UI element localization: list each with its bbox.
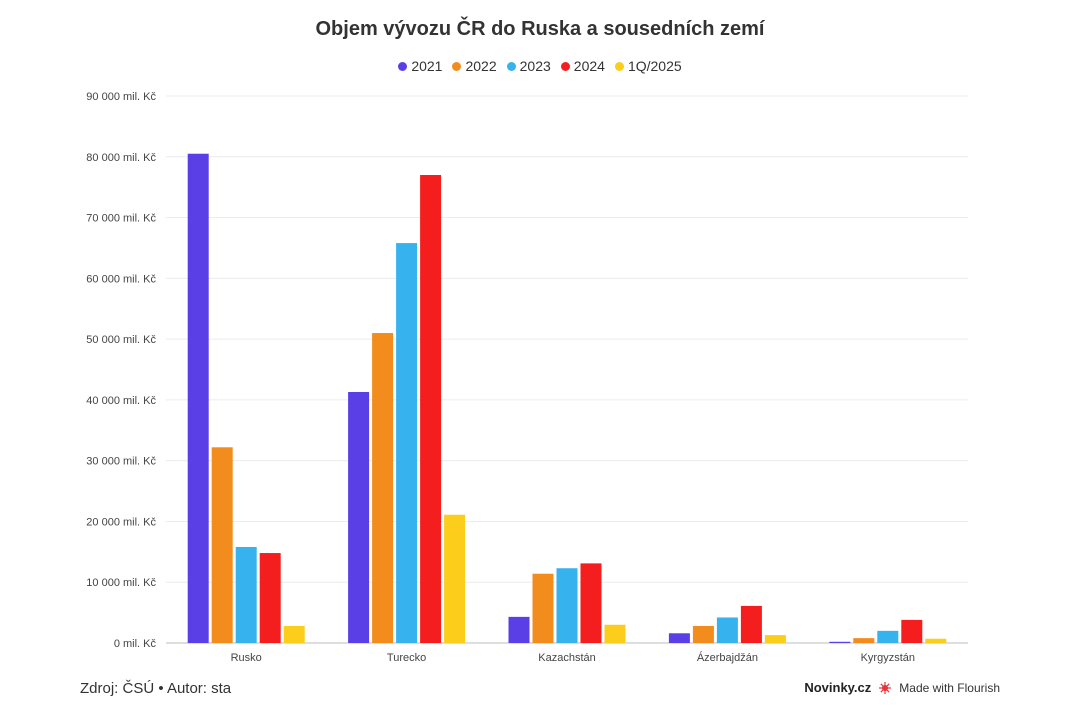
legend-item-1[interactable]: 2022 — [452, 58, 497, 74]
bar-2022-0 — [211, 447, 233, 643]
bar-2021-2 — [508, 616, 530, 643]
bar-2021-0 — [187, 153, 209, 643]
bar-2024-4 — [901, 619, 923, 643]
legend-dot-icon — [398, 61, 408, 71]
y-tick-label: 90 000 mil. Kč — [86, 91, 156, 103]
y-tick-label: 10 000 mil. Kč — [86, 577, 156, 589]
legend-item-0[interactable]: 2021 — [398, 58, 442, 74]
legend-item-2[interactable]: 2023 — [506, 58, 551, 74]
flourish-icon — [879, 681, 892, 694]
x-tick-label: Turecko — [387, 652, 426, 664]
x-tick-label: Ázerbajdžán — [697, 651, 758, 664]
bar-2024-0 — [259, 553, 281, 643]
bar-2022-2 — [532, 573, 554, 643]
y-tick-label: 50 000 mil. Kč — [86, 334, 156, 346]
legend-label: 2023 — [519, 58, 551, 74]
legend-label: 1Q/2025 — [627, 58, 682, 74]
legend-label: 2024 — [573, 58, 605, 74]
y-tick-label: 20 000 mil. Kč — [86, 516, 156, 528]
bar-1Q2025-2 — [604, 624, 626, 643]
brand-logo[interactable]: Novinky.cz — [804, 680, 872, 695]
bar-2021-3 — [668, 633, 690, 643]
y-tick-label: 70 000 mil. Kč — [86, 213, 156, 225]
legend-label: 2021 — [411, 58, 443, 74]
bar-1Q2025-0 — [283, 625, 305, 643]
legend-dot-icon — [452, 61, 462, 71]
bar-2023-4 — [877, 630, 899, 643]
legend-label: 2022 — [465, 58, 497, 74]
legend-dot-icon — [506, 61, 516, 71]
y-tick-label: 80 000 mil. Kč — [86, 152, 156, 164]
bar-2022-3 — [692, 625, 714, 643]
chart-title: Objem vývozu ČR do Ruska a sousedních ze… — [315, 18, 765, 40]
bar-2024-2 — [580, 563, 602, 643]
bar-2023-0 — [235, 546, 257, 643]
bar-2021-1 — [348, 391, 370, 643]
bar-2021-4 — [829, 641, 851, 643]
bar-2022-1 — [372, 333, 394, 643]
y-tick-label: 60 000 mil. Kč — [86, 273, 156, 285]
bar-2023-2 — [556, 568, 578, 643]
x-tick-label: Rusko — [231, 652, 262, 664]
x-tick-label: Kyrgyzstán — [861, 652, 915, 664]
bar-2024-3 — [740, 605, 762, 643]
bar-1Q2025-3 — [764, 635, 786, 643]
bar-1Q2025-1 — [444, 514, 466, 643]
y-tick-label: 40 000 mil. Kč — [86, 395, 156, 407]
bar-1Q2025-4 — [925, 638, 947, 643]
footer-branding: Novinky.cz Made with Flourish — [804, 680, 1000, 695]
source-note: Zdroj: ČSÚ • Autor: sta — [80, 680, 232, 697]
y-tick-label: 0 mil. Kč — [114, 638, 157, 650]
legend: 2021 2022 2023 2024 1Q/2025 — [0, 58, 1080, 74]
legend-item-4[interactable]: 1Q/2025 — [614, 58, 682, 74]
bar-2023-1 — [396, 243, 418, 644]
bar-2022-4 — [853, 638, 875, 643]
y-tick-label: 30 000 mil. Kč — [86, 456, 156, 468]
legend-dot-icon — [614, 61, 624, 71]
legend-item-3[interactable]: 2024 — [560, 58, 605, 74]
bar-2023-3 — [716, 617, 738, 643]
x-tick-label: Kazachstán — [538, 652, 595, 664]
made-with-flourish-link[interactable]: Made with Flourish — [899, 680, 1000, 695]
bar-2024-1 — [420, 175, 442, 643]
legend-dot-icon — [560, 61, 570, 71]
